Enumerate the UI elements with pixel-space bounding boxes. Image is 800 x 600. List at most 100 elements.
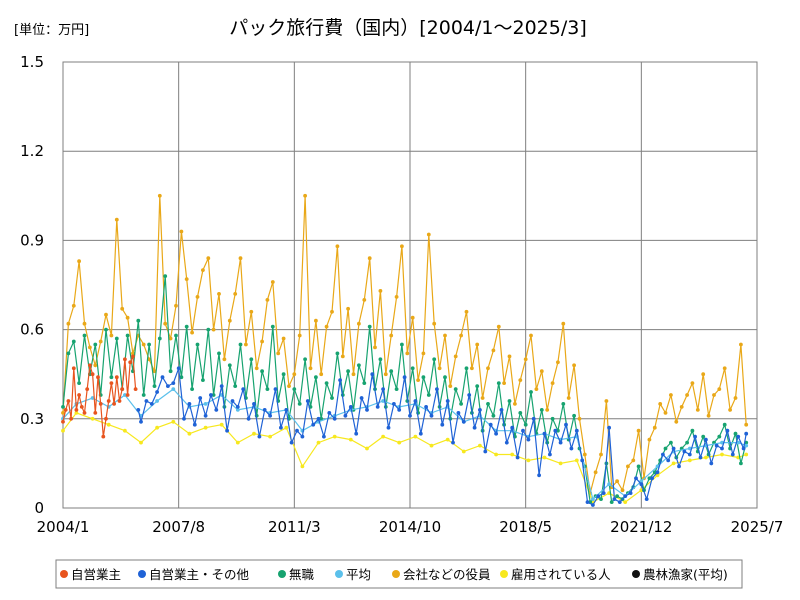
data-point: [77, 381, 81, 385]
series-1: [136, 366, 749, 507]
data-point: [459, 402, 463, 406]
data-point: [219, 422, 224, 427]
data-point: [461, 449, 466, 454]
data-point: [402, 375, 407, 380]
data-point: [491, 413, 496, 418]
data-point: [596, 494, 601, 498]
data-point: [472, 425, 477, 430]
data-point: [319, 416, 324, 421]
data-point: [706, 413, 711, 418]
data-point: [348, 437, 353, 442]
data-point: [230, 399, 235, 403]
data-point: [171, 387, 176, 391]
y-tick-label: 0.3: [20, 410, 44, 428]
legend-marker: [335, 570, 343, 578]
data-point: [574, 458, 579, 463]
data-point: [63, 408, 68, 412]
data-point: [639, 482, 644, 487]
data-point: [416, 378, 420, 382]
data-point: [171, 419, 176, 424]
data-point: [155, 399, 160, 403]
data-point: [410, 366, 415, 371]
data-point: [367, 324, 372, 329]
data-point: [71, 303, 76, 308]
data-point: [634, 476, 638, 481]
data-point: [652, 425, 657, 430]
data-point: [125, 315, 130, 320]
data-point: [647, 437, 652, 442]
data-point: [709, 461, 714, 466]
data-point: [577, 416, 582, 421]
data-point: [480, 396, 485, 400]
data-point: [550, 416, 555, 421]
data-point: [623, 500, 628, 504]
data-point: [123, 428, 127, 433]
data-point: [297, 402, 302, 406]
data-point: [617, 500, 622, 504]
legend-label: 会社などの役員: [403, 567, 491, 582]
x-tick-label: 2011/3: [268, 518, 321, 536]
data-point: [74, 411, 79, 415]
data-point: [475, 384, 480, 388]
data-point: [227, 363, 232, 368]
data-point: [720, 446, 724, 451]
data-point: [187, 402, 192, 406]
legend-marker: [500, 570, 508, 578]
data-point: [381, 387, 385, 391]
data-point: [104, 416, 108, 421]
data-point: [324, 324, 329, 329]
data-point: [330, 396, 334, 400]
data-point: [392, 402, 396, 406]
data-point: [209, 393, 213, 397]
data-point: [201, 378, 205, 382]
data-point: [109, 381, 114, 385]
data-point: [695, 408, 700, 412]
data-point: [636, 428, 641, 433]
data-point: [599, 452, 603, 457]
data-point: [93, 342, 98, 347]
data-point: [529, 333, 533, 338]
data-point: [284, 425, 289, 430]
data-point: [106, 399, 111, 403]
x-tick-label: 2025/7: [731, 518, 784, 536]
data-point: [365, 446, 369, 451]
data-point: [90, 396, 95, 400]
data-point: [456, 411, 461, 415]
data-point: [327, 411, 332, 415]
data-point: [252, 431, 256, 436]
data-point: [297, 333, 302, 338]
data-point: [515, 455, 520, 460]
data-point: [445, 399, 450, 403]
data-point: [502, 381, 506, 385]
data-point: [227, 318, 232, 323]
data-point: [79, 405, 84, 409]
data-point: [343, 413, 348, 418]
y-tick-label: 0: [34, 499, 44, 517]
data-point: [701, 434, 706, 439]
data-point: [338, 378, 342, 382]
data-point: [704, 437, 708, 442]
data-point: [93, 411, 98, 415]
data-point: [556, 428, 560, 433]
series-line: [62, 354, 137, 437]
legend-label: 農林漁家(平均): [643, 567, 728, 582]
data-point: [542, 455, 547, 460]
data-point: [521, 428, 525, 433]
data-point: [666, 458, 671, 463]
data-point: [171, 381, 176, 385]
data-point: [351, 372, 356, 377]
data-point: [214, 408, 219, 412]
data-point: [168, 369, 173, 374]
data-point: [136, 408, 141, 412]
data-point: [114, 217, 119, 222]
data-point: [61, 405, 65, 409]
data-point: [359, 396, 364, 400]
data-point: [125, 393, 130, 397]
data-point: [85, 387, 90, 391]
data-point: [273, 387, 278, 391]
data-point: [279, 425, 283, 430]
data-point: [69, 416, 73, 421]
data-point: [139, 440, 143, 445]
data-point: [693, 434, 697, 439]
data-point: [397, 408, 402, 412]
